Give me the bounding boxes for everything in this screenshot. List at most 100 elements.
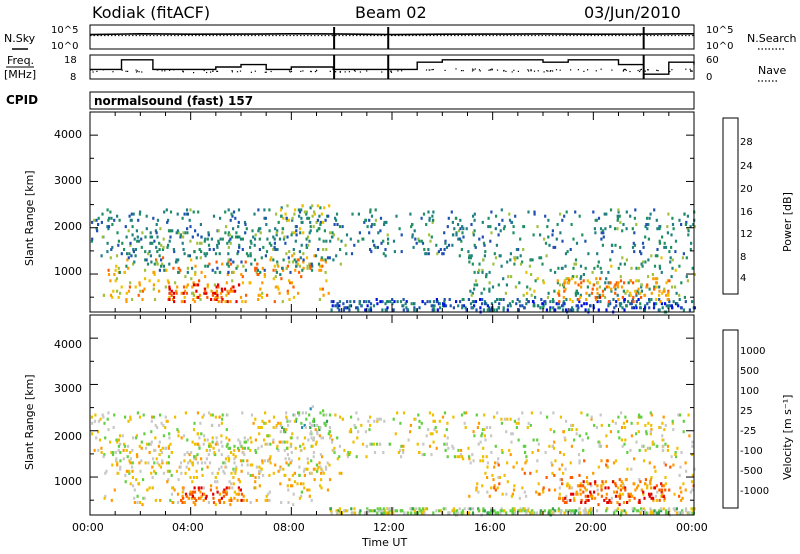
scatter-cell (131, 476, 134, 479)
scatter-cell (211, 471, 214, 475)
scatter-cell (534, 279, 537, 283)
scatter-cell (115, 254, 119, 258)
scatter-cell (472, 459, 475, 463)
scatter-cell (571, 423, 575, 427)
scatter-cell (644, 225, 647, 229)
scatter-cell (174, 260, 178, 264)
scatter-cell (499, 511, 502, 515)
scatter-cell (346, 509, 349, 513)
scatter-cell (322, 239, 325, 243)
scatter-cell (461, 306, 464, 310)
nave-point (182, 69, 184, 71)
scatter-cell (639, 302, 642, 306)
scatter-cell (167, 461, 170, 465)
scatter-cell (119, 291, 122, 295)
scatter-cell (318, 298, 321, 301)
scatter-cell (572, 237, 575, 241)
scatter-cell (421, 507, 425, 511)
scatter-cell (224, 488, 227, 492)
scatter-cell (483, 434, 486, 438)
scatter-cell (457, 237, 460, 241)
scatter-cell (131, 448, 134, 452)
scatter-cell (658, 289, 661, 293)
scatter-cell (473, 270, 476, 274)
scatter-cell (689, 225, 692, 229)
scatter-cell (485, 273, 488, 276)
scatter-cell (584, 494, 587, 498)
scatter-cell (202, 442, 205, 446)
scatter-cell (237, 486, 240, 490)
scatter-cell (249, 473, 252, 477)
scatter-cell (396, 300, 399, 304)
scatter-cell (132, 250, 135, 254)
scatter-cell (570, 444, 573, 448)
scatter-cell (560, 304, 564, 308)
scatter-cell (319, 223, 322, 226)
scatter-cell (237, 235, 240, 239)
scatter-cell (571, 275, 574, 279)
scatter-cell (91, 421, 94, 425)
scatter-cell (524, 461, 527, 465)
nave-point (231, 71, 233, 73)
scatter-cell (383, 220, 386, 224)
scatter-cell (564, 308, 568, 312)
scatter-cell (316, 432, 319, 436)
scatter-cell (303, 210, 306, 214)
scatter-cell (585, 498, 588, 502)
scatter-cell (322, 413, 325, 417)
scatter-cell (177, 258, 180, 262)
scatter-cell (508, 448, 511, 452)
scatter-cell (266, 237, 269, 241)
scatter-cell (216, 480, 219, 484)
scatter-cell (591, 270, 594, 274)
scatter-cell (552, 411, 555, 415)
scatter-cell (623, 308, 626, 312)
scatter-cell (453, 455, 456, 459)
scatter-cell (523, 306, 526, 310)
nave-point (210, 71, 212, 73)
scatter-cell (623, 262, 626, 266)
scatter-cell (655, 218, 658, 222)
scatter-cell (658, 266, 662, 270)
scatter-cell (563, 281, 566, 285)
scatter-cell (691, 473, 694, 477)
scatter-cell (312, 451, 315, 454)
power-plot-area (90, 112, 694, 312)
scatter-cell (442, 304, 445, 308)
scatter-cell (196, 432, 199, 436)
scatter-cell (632, 300, 635, 304)
scatter-cell (585, 298, 588, 301)
scatter-cell (597, 440, 600, 444)
scatter-cell (217, 229, 220, 233)
scatter-cell (558, 509, 561, 513)
scatter-cell (358, 231, 361, 235)
scatter-cell (473, 304, 476, 308)
scatter-cell (302, 260, 305, 264)
scatter-cell (228, 438, 231, 442)
scatter-cell (331, 231, 334, 235)
scatter-cell (502, 306, 505, 310)
scatter-cell (503, 473, 506, 477)
scatter-cell (221, 417, 224, 421)
scatter-cell (308, 471, 312, 475)
scatter-cell (353, 243, 356, 247)
scatter-cell (201, 415, 204, 419)
scatter-cell (135, 453, 139, 457)
scatter-cell (588, 509, 591, 513)
nave-point (96, 70, 98, 72)
scatter-cell (297, 208, 300, 212)
scatter-cell (604, 480, 607, 484)
scatter-cell (136, 501, 139, 504)
scatter-cell (567, 281, 570, 285)
scatter-cell (142, 413, 145, 417)
scatter-cell (181, 494, 184, 498)
scatter-cell (172, 295, 176, 299)
scatter-cell (554, 308, 557, 312)
scatter-cell (515, 302, 518, 306)
scatter-cell (214, 476, 217, 479)
scatter-cell (158, 289, 161, 293)
scatter-cell (109, 256, 112, 260)
nave-point (397, 70, 399, 72)
scatter-cell (328, 231, 332, 235)
scatter-cell (579, 482, 582, 486)
